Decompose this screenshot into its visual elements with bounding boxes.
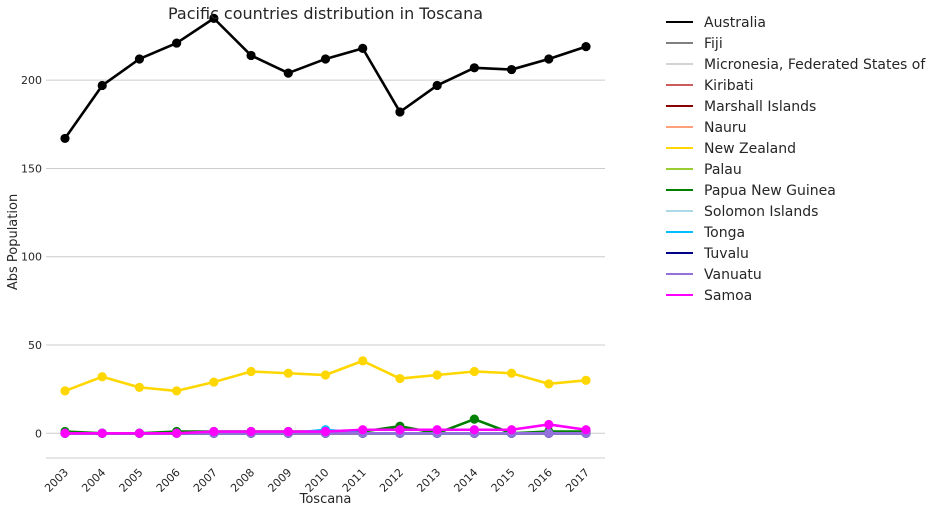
x-tick-label: 2009 — [265, 466, 294, 495]
x-tick-label: 2010 — [303, 466, 332, 495]
x-axis-label: Toscana — [299, 492, 352, 507]
data-point-samoa — [358, 425, 368, 435]
data-point-new-zealand — [432, 370, 442, 380]
legend-label-micronesia-federated-states-of: Micronesia, Federated States of — [704, 57, 926, 73]
data-point-australia — [358, 43, 368, 53]
data-point-new-zealand — [60, 386, 70, 396]
data-point-australia — [544, 54, 554, 64]
data-point-samoa — [60, 428, 70, 438]
chart-title: Pacific countries distribution in Toscan… — [168, 4, 483, 23]
data-point-australia — [283, 68, 293, 78]
x-tick-label: 2017 — [563, 466, 592, 495]
legend-label-samoa: Samoa — [704, 288, 752, 304]
data-point-samoa — [134, 428, 145, 438]
x-axis-ticks: 2003 2004 2005 2006 2007 2008 2009 2010 2011 2012… — [42, 466, 592, 495]
data-point-new-zealand — [97, 372, 107, 382]
x-tick-label: 2012 — [377, 466, 406, 495]
legend-label-tonga: Tonga — [703, 225, 745, 241]
series-group — [60, 13, 591, 438]
data-point-samoa — [432, 425, 442, 435]
x-tick-label: 2013 — [414, 466, 443, 495]
data-point-samoa — [97, 428, 107, 438]
y-tick-label: 50 — [28, 339, 42, 352]
data-point-australia — [246, 50, 256, 61]
legend-label-nauru: Nauru — [704, 120, 747, 136]
data-point-samoa — [395, 425, 405, 435]
series-australia — [60, 13, 591, 144]
y-tick-label: 0 — [35, 427, 42, 440]
data-point-vanuatu — [544, 428, 554, 438]
x-tick-label: 2004 — [79, 466, 108, 495]
y-tick-label: 100 — [21, 251, 42, 264]
legend-label-papua-new-guinea: Papua New Guinea — [704, 183, 836, 199]
legend-label-fiji: Fiji — [704, 36, 723, 52]
x-tick-label: 2011 — [340, 466, 369, 495]
x-tick-label: 2015 — [489, 466, 518, 495]
legend-label-australia: Australia — [704, 15, 766, 31]
legend-label-new-zealand: New Zealand — [704, 141, 796, 157]
data-point-australia — [432, 80, 442, 91]
legend-label-vanuatu: Vanuatu — [704, 267, 762, 283]
data-point-new-zealand — [395, 373, 405, 384]
data-point-australia — [172, 38, 182, 48]
data-point-australia — [97, 80, 107, 91]
series-line-australia — [63, 17, 587, 140]
data-point-new-zealand — [544, 379, 554, 389]
data-point-new-zealand — [209, 377, 219, 387]
data-point-australia — [506, 64, 517, 75]
x-tick-label: 2003 — [42, 466, 71, 495]
data-point-new-zealand — [283, 368, 293, 378]
data-point-samoa — [581, 425, 591, 435]
gridlines — [46, 79, 605, 434]
x-tick-label: 2014 — [451, 466, 480, 495]
data-point-new-zealand — [581, 375, 591, 385]
data-point-samoa — [209, 426, 219, 437]
series-samoa — [60, 419, 591, 438]
data-point-samoa — [246, 426, 256, 437]
data-point-new-zealand — [134, 382, 145, 392]
data-point-new-zealand — [246, 366, 256, 377]
legend-label-marshall-islands: Marshall Islands — [704, 99, 816, 115]
data-point-samoa — [469, 425, 479, 435]
x-tick-label: 2006 — [154, 466, 183, 495]
legend-label-tuvalu: Tuvalu — [703, 246, 749, 262]
y-axis-ticks: 0 50 100 150 200 — [21, 74, 42, 440]
y-tick-label: 150 — [21, 162, 42, 175]
legend-label-palau: Palau — [704, 162, 742, 178]
series-new-zealand — [60, 356, 591, 396]
legend: Australia Fiji Micronesia, Federated State… — [666, 15, 926, 304]
data-point-papua-new-guinea — [469, 414, 479, 424]
x-tick-label: 2007 — [191, 466, 220, 495]
data-point-australia — [320, 54, 331, 64]
legend-label-kiribati: Kiribati — [704, 78, 754, 94]
x-tick-label: 2008 — [228, 466, 257, 495]
data-point-samoa — [172, 428, 182, 438]
data-point-samoa — [544, 419, 554, 430]
data-point-new-zealand — [172, 386, 182, 396]
data-point-australia — [395, 107, 405, 117]
data-point-new-zealand — [320, 370, 331, 380]
legend-label-solomon-islands: Solomon Islands — [704, 204, 818, 220]
data-point-new-zealand — [469, 366, 479, 377]
x-tick-label: 2016 — [526, 466, 555, 495]
data-point-australia — [60, 133, 70, 144]
y-axis-label: Abs Population — [6, 194, 21, 290]
data-point-australia — [581, 42, 591, 52]
data-point-samoa — [320, 426, 331, 437]
data-point-new-zealand — [358, 356, 368, 366]
data-point-samoa — [283, 426, 293, 437]
data-point-australia — [134, 54, 145, 64]
x-tick-label: 2005 — [117, 466, 146, 495]
data-point-australia — [209, 13, 219, 23]
data-point-new-zealand — [506, 368, 517, 378]
y-tick-label: 200 — [21, 74, 42, 87]
data-point-samoa — [506, 425, 517, 435]
data-point-australia — [469, 63, 479, 73]
